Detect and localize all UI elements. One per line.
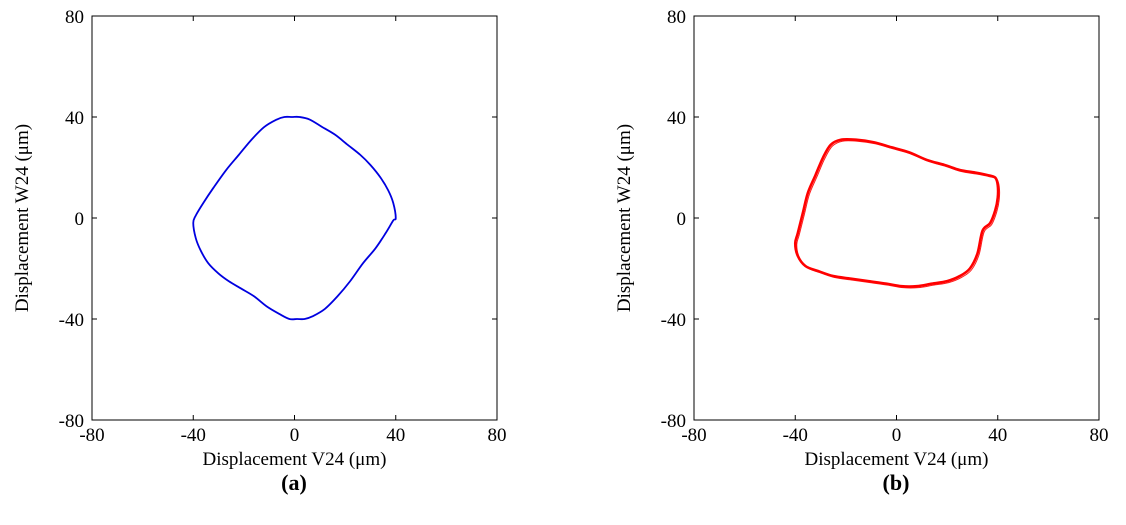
x-tick-label: -80 [681,425,706,446]
x-tick-label: 0 [892,425,902,446]
y-tick-label: -80 [59,411,84,432]
x-tick-label: 0 [290,425,300,446]
panel-label: (a) [281,470,307,495]
orbit-series-trace [796,140,1001,289]
x-tick-label: 80 [488,425,507,446]
y-tick-label: -40 [661,310,686,331]
y-tick-label: 0 [677,209,687,230]
y-tick-label: -80 [661,411,686,432]
panel-b: -80 -40 0 40 80 -80 -40 0 40 80 Displacement V24 (… [614,7,1109,495]
plot-frame [693,15,1100,421]
y-tick-label: 80 [667,7,686,28]
x-axis-label: Displacement V24 (μm) [805,449,989,470]
orbit-series-line [793,137,1000,288]
y-tick-label: -40 [59,310,84,331]
x-tick-label: -80 [79,425,104,446]
y-tick-label: 80 [65,7,84,28]
x-tick-label: 80 [1090,425,1109,446]
x-tick-label: -40 [783,425,808,446]
x-tick-label: 40 [386,425,405,446]
y-tick-label: 40 [65,108,84,129]
y-axis-label: Displacement W24 (μm) [12,124,33,312]
y-axis-label: Displacement W24 (μm) [614,124,635,312]
x-tick-label: 40 [988,425,1007,446]
panel-label: (b) [883,470,910,495]
x-tick-label: -40 [181,425,206,446]
y-tick-label: 0 [75,209,85,230]
orbit-series-line [192,115,397,321]
y-tick-label: 40 [667,108,686,129]
plot-frame [91,15,498,421]
panel-a: -80 -40 0 40 80 -80 -40 0 40 80 Displacement V24 (… [12,7,507,495]
x-axis-label: Displacement V24 (μm) [203,449,387,470]
